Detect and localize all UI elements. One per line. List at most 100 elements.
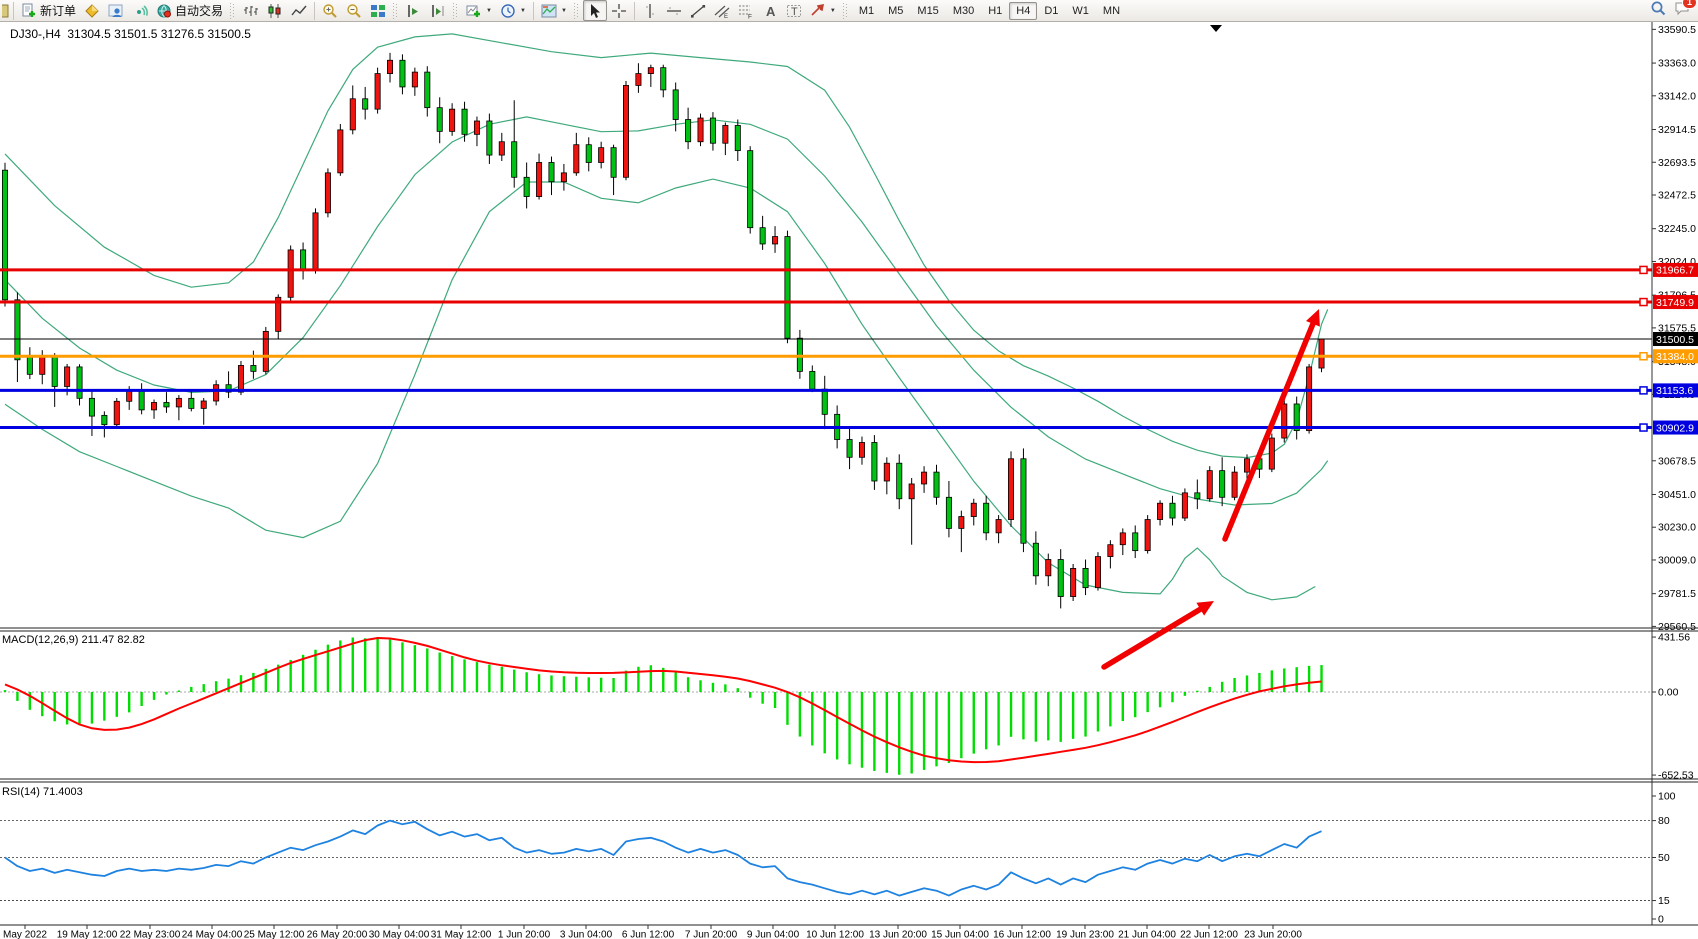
main-chart-plot[interactable]: [0, 22, 1652, 628]
periods-button[interactable]: ▼: [496, 0, 530, 21]
chart-canvas[interactable]: 33590.5 33363.0 33142.0 32914.5 32693.5 32472…: [0, 22, 1698, 939]
bear-candle: [362, 98, 369, 110]
bull-candle: [560, 172, 567, 183]
trend-arrow[interactable]: [1101, 601, 1214, 670]
bear-candle: [747, 150, 754, 229]
timeframe-w1-button[interactable]: W1: [1072, 4, 1089, 17]
bear-candle: [1293, 403, 1300, 432]
zoom-in-button[interactable]: [318, 0, 342, 21]
bull-candle: [1281, 403, 1288, 439]
bull-candle: [287, 249, 294, 298]
arrows-tool-button[interactable]: ▼: [806, 0, 840, 21]
date-tick-label: 6 Jun 12:00: [622, 930, 675, 939]
bear-candle: [1032, 542, 1039, 577]
line-anchor-marker: [1639, 386, 1648, 395]
dropdown-caret-icon: ▼: [519, 7, 526, 14]
bear-candle: [511, 141, 518, 178]
bull-candle: [213, 384, 220, 402]
timeframe-m5-button[interactable]: M5: [888, 4, 904, 17]
rsi-indicator-label: RSI(14) 71.4003: [2, 786, 83, 798]
profile-button[interactable]: [104, 0, 128, 21]
bear-candle: [138, 390, 145, 411]
text-tool-button[interactable]: A: [758, 0, 782, 21]
date-tick-label: 24 May 04:00: [182, 930, 243, 939]
price-tag-31384.0: 31384.0: [1653, 349, 1698, 364]
bull-candle: [1107, 544, 1114, 557]
templates-button[interactable]: ▼: [537, 0, 571, 21]
bull-candle: [1231, 471, 1238, 498]
zoom-in-icon: [322, 3, 338, 19]
price-tag-value: 31500.5: [1656, 334, 1694, 346]
horizontal-level-lines: [0, 265, 1652, 432]
price-tag-31966.7: 31966.7: [1653, 262, 1698, 277]
main-toolbar: 新订单 自动交易 ▼ ▼ ▼ E F A T ▼: [0, 0, 1698, 22]
timeframe-h4-button[interactable]: H4: [1009, 1, 1038, 20]
price-tick-label: 30451.0: [1658, 489, 1696, 501]
bull-candle: [175, 397, 182, 408]
channel-tool-button[interactable]: E: [710, 0, 734, 21]
bear-candle: [101, 414, 108, 426]
clock-icon: [500, 3, 516, 19]
template-icon: [541, 3, 557, 19]
bull-candle: [1244, 458, 1251, 473]
bull-candle: [883, 462, 890, 482]
fibonacci-tool-button[interactable]: F: [734, 0, 758, 21]
macd-plot[interactable]: [0, 631, 1652, 779]
horizontal-line-tool-button[interactable]: [662, 0, 686, 21]
price-tick-label: 32245.0: [1658, 223, 1696, 235]
text-label-tool-button[interactable]: T: [782, 0, 806, 21]
bear-candle: [709, 117, 716, 144]
date-tick-label: 31 May 12:00: [431, 930, 492, 939]
zoom-out-button[interactable]: [342, 0, 366, 21]
rsi-plot[interactable]: [0, 782, 1652, 925]
cursor-tool-button[interactable]: [582, 0, 607, 21]
trend-arrow[interactable]: [1222, 309, 1320, 542]
bull-candle: [126, 390, 133, 402]
macd-axis-labels: 431.56 0.00 -652.53: [1652, 632, 1694, 782]
date-tick-label: 19 Jun 23:00: [1056, 930, 1114, 939]
timeframe-mn-button[interactable]: MN: [1102, 4, 1121, 17]
trendline-tool-button[interactable]: [686, 0, 710, 21]
signals-button[interactable]: [128, 0, 152, 21]
timeframe-m15-button[interactable]: M15: [917, 4, 939, 17]
timeframe-d1-button[interactable]: D1: [1044, 4, 1059, 17]
bull-candle: [573, 144, 580, 174]
chart-shift-button[interactable]: [426, 0, 450, 21]
timeframe-m30-button[interactable]: M30: [952, 4, 975, 17]
bear-candle: [896, 462, 903, 500]
clipped-window-icon: [2, 3, 10, 19]
price-tick-label: 30678.5: [1658, 455, 1696, 467]
price-tick-label: 32472.5: [1658, 190, 1696, 202]
date-tick-label: 16 Jun 12:00: [993, 930, 1051, 939]
bear-candle: [983, 502, 990, 534]
auto-trading-button[interactable]: 自动交易: [152, 0, 227, 21]
chart-title: DJ30-,H4 31304.5 31501.5 31276.5 31500.5: [10, 27, 251, 41]
price-tag-value: 31153.6: [1656, 385, 1693, 397]
new-order-button[interactable]: 新订单: [17, 0, 80, 21]
tile-windows-icon: [370, 3, 386, 19]
cursor-icon: [587, 3, 603, 19]
bull-candle: [697, 117, 704, 143]
svg-text:T: T: [791, 6, 798, 18]
line-chart-button[interactable]: [287, 0, 311, 21]
crosshair-tool-button[interactable]: [607, 0, 631, 21]
candlestick-button[interactable]: [263, 0, 287, 21]
vertical-line-tool-button[interactable]: [638, 0, 662, 21]
timeframe-h1-button[interactable]: H1: [988, 4, 1003, 17]
tile-windows-button[interactable]: [366, 0, 390, 21]
new-chart-button[interactable]: ▼: [462, 0, 496, 21]
bear-candle: [660, 67, 667, 91]
date-axis: May 2022 19 May 12:00 22 May 23:00 24 May 0…: [3, 925, 1302, 939]
timeframe-m1-button[interactable]: M1: [858, 4, 875, 17]
bull-candle: [449, 108, 456, 132]
bar-chart-button[interactable]: [239, 0, 263, 21]
auto-scroll-button[interactable]: [402, 0, 426, 21]
gold-diamond-button[interactable]: [80, 0, 104, 21]
line-chart-icon: [291, 3, 307, 19]
notifications-button[interactable]: 1: [1674, 0, 1697, 21]
trendline-icon: [690, 3, 706, 19]
auto-scroll-icon: [406, 3, 422, 19]
search-icon[interactable]: [1650, 0, 1666, 21]
rsi-level-lines: [0, 820, 1652, 901]
rsi-scale-label: 100: [1658, 791, 1676, 803]
